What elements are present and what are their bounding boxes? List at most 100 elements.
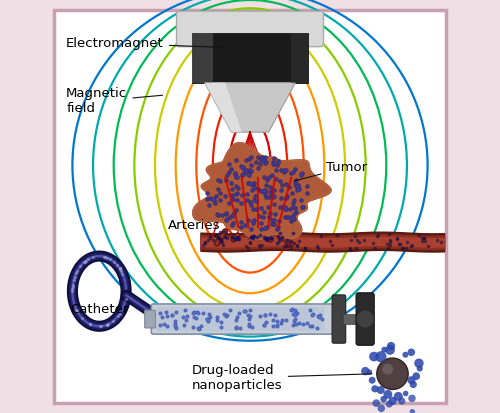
Point bbox=[256, 157, 264, 163]
Point bbox=[260, 209, 268, 216]
Point bbox=[201, 239, 209, 246]
Point bbox=[276, 237, 283, 244]
Point bbox=[282, 236, 290, 243]
Point bbox=[258, 154, 266, 161]
Point bbox=[406, 242, 414, 249]
Point bbox=[281, 203, 289, 210]
Point bbox=[263, 223, 271, 230]
Point bbox=[234, 313, 241, 320]
Point bbox=[273, 323, 281, 329]
Point bbox=[163, 312, 171, 319]
Point bbox=[210, 197, 218, 204]
Point bbox=[216, 228, 224, 235]
Point bbox=[236, 235, 244, 242]
Point bbox=[246, 166, 254, 173]
Point bbox=[394, 236, 402, 242]
Point bbox=[229, 212, 237, 218]
Point bbox=[104, 321, 112, 328]
Point bbox=[262, 190, 270, 197]
Point bbox=[298, 170, 306, 176]
Point bbox=[256, 157, 264, 163]
Point bbox=[213, 211, 221, 217]
Point bbox=[223, 216, 231, 222]
Point bbox=[396, 241, 404, 248]
Point bbox=[254, 186, 262, 193]
Point bbox=[118, 268, 126, 274]
Point bbox=[247, 161, 255, 168]
Point bbox=[242, 308, 250, 314]
Point bbox=[266, 214, 274, 221]
Point bbox=[256, 160, 264, 167]
Point bbox=[256, 160, 264, 167]
Point bbox=[248, 153, 256, 160]
Point bbox=[223, 216, 231, 222]
Point bbox=[234, 235, 241, 242]
Point bbox=[371, 244, 379, 251]
Point bbox=[290, 318, 298, 324]
Point bbox=[68, 286, 76, 292]
Point bbox=[282, 240, 290, 246]
Point bbox=[205, 202, 213, 208]
Point bbox=[262, 193, 270, 200]
Point bbox=[238, 219, 246, 225]
Polygon shape bbox=[204, 83, 242, 132]
Point bbox=[216, 197, 224, 204]
Point bbox=[245, 172, 253, 178]
Point bbox=[257, 188, 265, 195]
Point bbox=[260, 157, 268, 164]
Point bbox=[238, 192, 246, 198]
Point bbox=[421, 238, 429, 245]
Point bbox=[242, 196, 250, 203]
Point bbox=[228, 192, 236, 199]
Point bbox=[103, 322, 111, 328]
Point bbox=[402, 244, 410, 251]
Point bbox=[292, 209, 300, 215]
Point bbox=[250, 184, 258, 191]
Point bbox=[269, 186, 277, 193]
Point bbox=[244, 312, 252, 319]
Point bbox=[261, 186, 269, 193]
Point bbox=[248, 153, 256, 160]
Point bbox=[264, 235, 272, 242]
Point bbox=[289, 322, 297, 328]
Point bbox=[352, 245, 360, 252]
Point bbox=[268, 323, 276, 330]
Circle shape bbox=[410, 409, 415, 413]
Point bbox=[294, 182, 302, 189]
Point bbox=[230, 210, 238, 216]
Point bbox=[276, 178, 283, 185]
Point bbox=[214, 313, 222, 320]
Point bbox=[299, 321, 307, 328]
Point bbox=[205, 202, 213, 208]
Point bbox=[68, 288, 76, 295]
Point bbox=[238, 192, 246, 198]
Point bbox=[203, 316, 211, 322]
Circle shape bbox=[372, 399, 380, 407]
Point bbox=[238, 172, 246, 178]
Point bbox=[254, 233, 262, 240]
Point bbox=[256, 243, 264, 250]
Point bbox=[301, 245, 309, 252]
Point bbox=[245, 156, 253, 162]
Point bbox=[256, 212, 264, 219]
Point bbox=[281, 203, 289, 210]
Point bbox=[290, 318, 298, 324]
Point bbox=[204, 316, 212, 322]
Point bbox=[232, 183, 240, 190]
Point bbox=[418, 235, 426, 242]
FancyBboxPatch shape bbox=[54, 10, 446, 403]
Point bbox=[282, 243, 290, 249]
Point bbox=[217, 319, 225, 326]
Point bbox=[252, 192, 260, 199]
Point bbox=[297, 197, 305, 203]
Point bbox=[198, 310, 206, 316]
Point bbox=[384, 245, 392, 252]
Point bbox=[273, 239, 281, 246]
Point bbox=[214, 316, 222, 323]
Point bbox=[294, 182, 302, 189]
Point bbox=[312, 325, 320, 331]
Point bbox=[100, 253, 108, 260]
Point bbox=[246, 313, 254, 319]
Point bbox=[282, 316, 290, 323]
Point bbox=[204, 316, 212, 322]
